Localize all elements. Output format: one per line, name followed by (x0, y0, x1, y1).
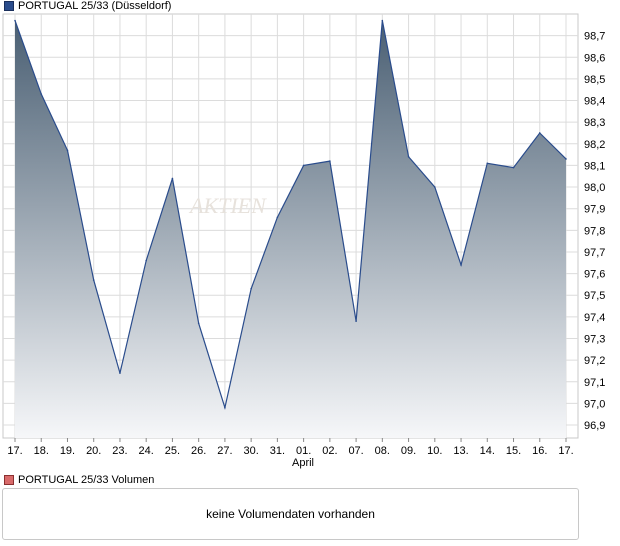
x-tick-label: 10. (427, 445, 442, 457)
y-tick-label: 97,4 (584, 312, 605, 324)
data-point (92, 279, 95, 281)
y-tick-label: 97,5 (584, 290, 605, 302)
x-month-label: April (292, 457, 314, 469)
x-tick-label: 13. (453, 445, 468, 457)
y-tick-label: 97,7 (584, 247, 605, 259)
x-tick-label: 17. (558, 445, 573, 457)
y-tick-label: 98,6 (584, 52, 605, 64)
x-tick-label: 07. (348, 445, 363, 457)
data-point (434, 186, 436, 188)
x-tick-label: 20. (86, 445, 101, 457)
x-tick-label: 01. (296, 445, 311, 457)
price-legend: PORTUGAL 25/33 (Düsseldorf) (4, 0, 171, 12)
y-tick-label: 97,6 (584, 269, 605, 281)
x-tick-label: 19. (60, 445, 75, 457)
y-tick-label: 97,3 (584, 333, 605, 345)
x-tick-label: 27. (217, 445, 232, 457)
x-tick-label: 23. (112, 445, 127, 457)
data-point (276, 216, 279, 219)
volume-legend-swatch (4, 475, 14, 485)
data-point (14, 19, 16, 22)
x-tick-label: 09. (401, 445, 416, 457)
y-tick-label: 98,1 (584, 160, 605, 172)
data-point (407, 155, 410, 158)
x-tick-label: 18. (34, 445, 49, 457)
y-tick-label: 98,4 (584, 96, 605, 108)
price-legend-swatch (4, 1, 14, 11)
y-tick-label: 97,2 (584, 355, 605, 367)
series-line (14, 20, 567, 411)
x-tick-label: 25. (165, 445, 180, 457)
data-point (355, 320, 357, 322)
data-point (538, 132, 541, 134)
x-tick-label: 24. (139, 445, 154, 457)
data-point (486, 162, 489, 165)
x-tick-label: 26. (191, 445, 206, 457)
x-tick-label: 08. (375, 445, 390, 457)
x-tick-label: 17. (7, 445, 22, 457)
x-tick-label: 16. (532, 445, 547, 457)
x-tick-label: 31. (270, 445, 285, 457)
price-chart: AKTIEN 96,9 97,0 97,1 97,2 97,3 97,4 97,5 97,6 9… (2, 13, 605, 469)
y-tick-label: 96,9 (584, 420, 605, 432)
x-tick-label: 02. (322, 445, 337, 457)
y-tick-label: 98,2 (584, 139, 605, 151)
x-tick-label: 15. (506, 445, 521, 457)
series-area (15, 20, 566, 438)
watermark: AKTIEN (188, 193, 267, 218)
y-tick-label: 97,8 (584, 225, 605, 237)
y-tick-label: 97,0 (584, 398, 605, 410)
data-point (565, 158, 567, 160)
data-point (302, 164, 305, 167)
volume-panel: keine Volumendaten vorhanden (2, 488, 579, 540)
volume-empty-message: keine Volumendaten vorhanden (206, 507, 375, 521)
x-tick-label: 14. (480, 445, 495, 457)
data-point (512, 166, 515, 169)
data-point (171, 177, 174, 180)
y-tick-label: 97,1 (584, 377, 605, 389)
data-point (66, 149, 69, 152)
data-point (40, 93, 43, 95)
data-point (381, 19, 384, 22)
data-point (329, 160, 331, 162)
data-point (119, 372, 121, 374)
data-point (145, 259, 147, 262)
y-tick-label: 98,3 (584, 117, 605, 129)
data-point (224, 406, 226, 409)
y-tick-label: 98,0 (584, 182, 605, 194)
x-tick-label: 30. (243, 445, 258, 457)
volume-legend-label: PORTUGAL 25/33 Volumen (18, 474, 155, 486)
y-tick-label: 97,9 (584, 204, 605, 216)
volume-legend: PORTUGAL 25/33 Volumen (4, 474, 154, 486)
data-point (197, 322, 200, 325)
data-point (250, 287, 252, 290)
data-point (460, 264, 462, 266)
price-legend-label: PORTUGAL 25/33 (Düsseldorf) (18, 0, 172, 12)
y-tick-label: 98,5 (584, 74, 605, 86)
y-tick-label: 98,7 (584, 31, 605, 43)
